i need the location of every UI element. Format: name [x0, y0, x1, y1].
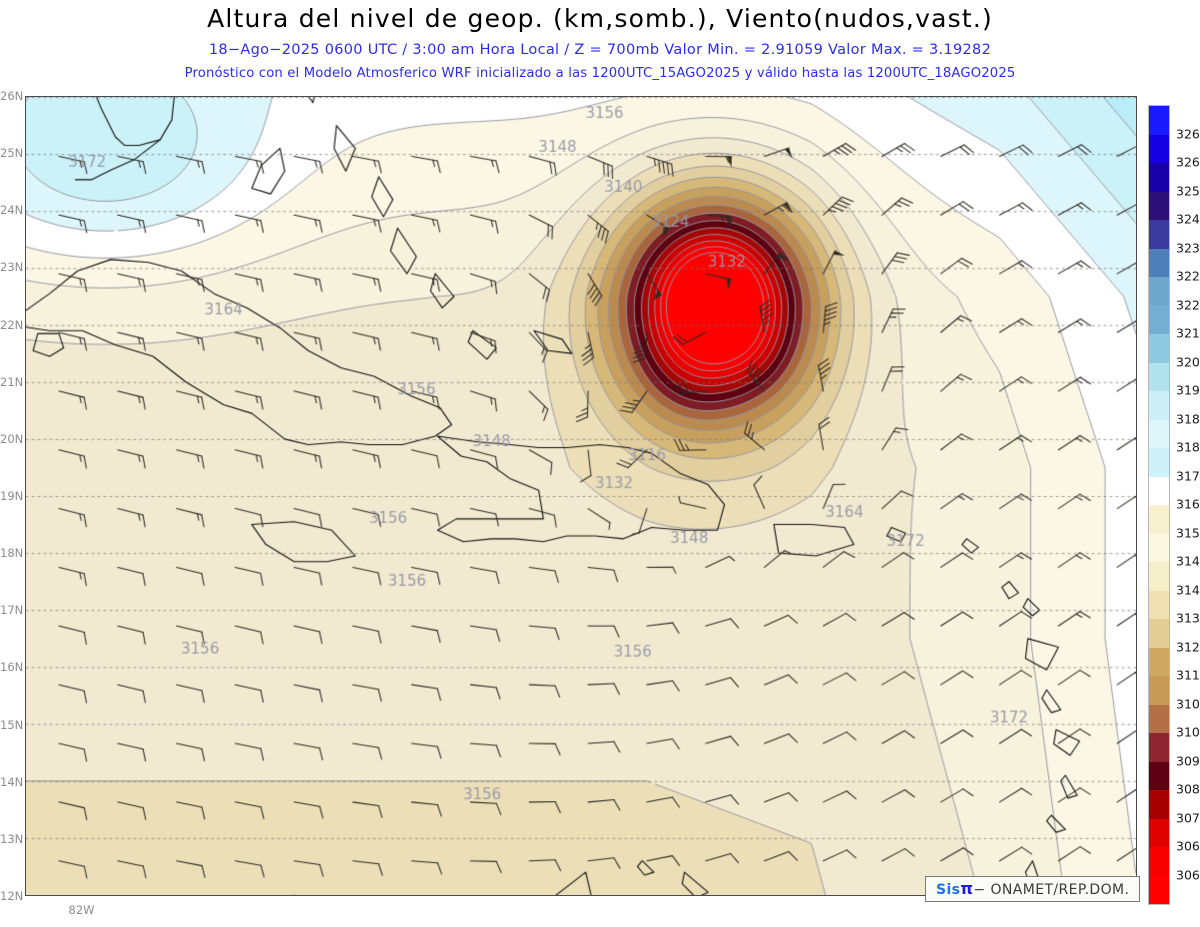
colorbar-tick-label: 3212: [1176, 325, 1200, 341]
colorbar-swatch: [1149, 533, 1169, 562]
lat-tick-label: 17N: [0, 603, 24, 618]
colorbar-tick-label: 3236: [1176, 240, 1200, 255]
colorbar-tick-label: 3228: [1176, 268, 1200, 284]
colorbar-swatch: [1149, 676, 1169, 705]
lat-tick-label: 12N: [0, 889, 24, 903]
map-frame[interactable]: [25, 96, 1137, 896]
lat-tick-label: 14N: [0, 774, 24, 789]
colorbar-tick-label: 3060: [1176, 867, 1200, 882]
colorbar-swatch: [1149, 248, 1169, 277]
colorbar-tick-label: 3148: [1176, 553, 1200, 569]
logo-agency-text: − ONAMET/REP.DOM.: [973, 882, 1130, 898]
colorbar-tick-label: 3156: [1176, 525, 1200, 540]
colorbar-tick-label: 3196: [1176, 382, 1200, 398]
colorbar-tick-label: 3252: [1176, 183, 1200, 198]
colorbar-swatch: [1149, 818, 1169, 847]
geopotential-height-map[interactable]: [26, 97, 1136, 895]
colorbar-tick-label: 3164: [1176, 496, 1200, 512]
colorbar-tick-label: 3204: [1176, 354, 1200, 369]
colorbar-swatch: [1149, 334, 1169, 363]
colorbar-swatch: [1149, 790, 1169, 819]
colorbar-swatch: [1149, 134, 1169, 163]
colorbar-swatch: [1149, 106, 1169, 135]
colorbar-swatch: [1149, 362, 1169, 391]
model-description-line: Pronóstico con el Modelo Atmosferico WRF…: [184, 66, 1016, 81]
colorbar-tick-label: 3244: [1176, 211, 1200, 227]
colorbar-swatch: [1149, 562, 1169, 591]
lat-tick-label: 24N: [0, 203, 24, 218]
colorbar-tick-label: 3132: [1176, 610, 1200, 626]
colorbar-swatch: [1149, 647, 1169, 676]
lat-tick-label: 25N: [0, 146, 24, 161]
header: Altura del nivel de geop. (km,somb.), Vi…: [0, 0, 1200, 92]
colorbar-tick-label: 3220: [1176, 297, 1200, 312]
lat-tick-label: 15N: [0, 717, 24, 732]
attribution-logo: Sisπ− ONAMET/REP.DOM.: [925, 876, 1141, 902]
colorbar-swatch: [1149, 419, 1169, 448]
colorbar-swatch: [1149, 476, 1169, 505]
colorbar-tick-label: 3188: [1176, 411, 1200, 426]
colorbar-swatch: [1149, 191, 1169, 220]
lat-tick-label: 18N: [0, 546, 24, 561]
logo-sis-text: Sis: [936, 882, 961, 898]
colorbar-tick-label: 3172: [1176, 468, 1200, 483]
colorbar-tick-label: 3116: [1176, 667, 1200, 683]
logo-pi-icon: π: [960, 879, 974, 898]
colorbar-tick-label: 3100: [1176, 724, 1200, 740]
colorbar-swatch: [1149, 391, 1169, 420]
colorbar-swatch: [1149, 277, 1169, 306]
colorbar-ticks: 3268 3260 3252 3244 3236 3228 3220 3212 3204 3196…: [1148, 105, 1200, 905]
page-title: Altura del nivel de geop. (km,somb.), Vi…: [207, 4, 993, 33]
colorbar: [1148, 105, 1170, 905]
colorbar-swatch: [1149, 590, 1169, 619]
colorbar-swatch: [1149, 704, 1169, 733]
colorbar-swatch: [1149, 761, 1169, 790]
colorbar-tick-label: 3076: [1176, 810, 1200, 825]
colorbar-tick-label: 3140: [1176, 582, 1200, 597]
colorbar-swatch: [1149, 619, 1169, 648]
colorbar-tick-label: 3084: [1176, 781, 1200, 797]
colorbar-tick-label: 3180: [1176, 439, 1200, 455]
colorbar-tick-label: 3124: [1176, 639, 1200, 654]
colorbar-swatch: [1149, 220, 1169, 249]
lat-tick-label: 16N: [0, 660, 24, 675]
forecast-metadata-line: 18−Ago−2025 0600 UTC / 3:00 am Hora Loca…: [208, 42, 992, 58]
lat-tick-label: 13N: [0, 831, 24, 846]
colorbar-swatch: [1149, 163, 1169, 192]
colorbar-swatch: [1149, 305, 1169, 334]
colorbar-tick-label: 3092: [1176, 753, 1200, 768]
colorbar-swatch: [1149, 448, 1169, 477]
lon-tick-label: 82W: [68, 903, 95, 917]
colorbar-tick-label: 3268: [1176, 126, 1200, 141]
colorbar-swatch: [1149, 875, 1169, 904]
colorbar-tick-label: 3108: [1176, 696, 1200, 711]
lat-tick-label: 19N: [0, 489, 24, 503]
colorbar-swatch: [1149, 505, 1169, 534]
lat-tick-label: 23N: [0, 260, 24, 275]
colorbar-tick-label: 3260: [1176, 154, 1200, 170]
colorbar-tick-label: 3068: [1176, 838, 1200, 854]
colorbar-swatch: [1149, 733, 1169, 762]
colorbar-swatch: [1149, 847, 1169, 876]
lat-tick-label: 21N: [0, 374, 24, 389]
lat-tick-label: 22N: [0, 317, 24, 332]
lat-tick-label: 20N: [0, 431, 24, 446]
lat-tick-label: 26N: [0, 89, 24, 103]
